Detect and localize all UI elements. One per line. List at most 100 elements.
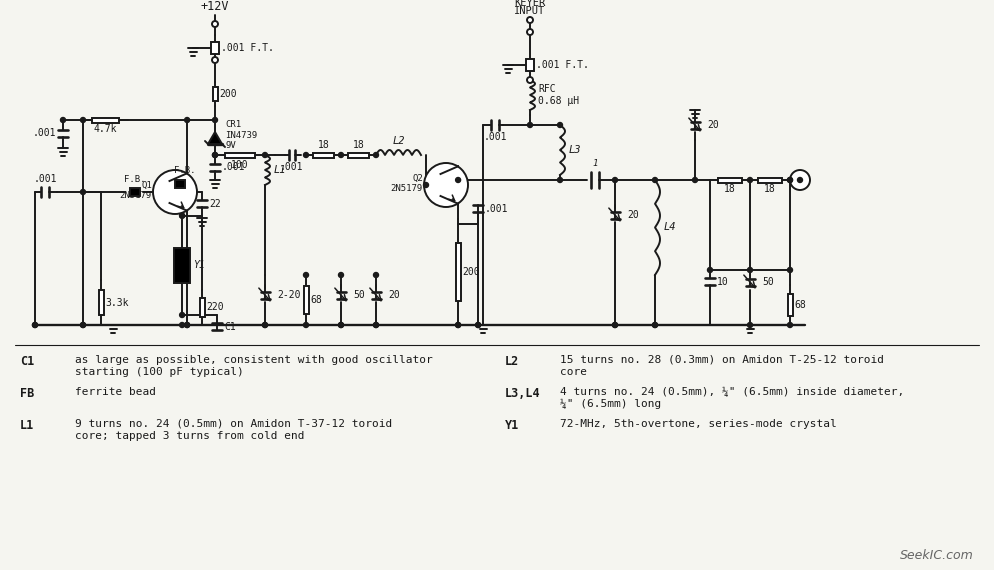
Bar: [303, 286, 308, 314]
Text: F.B.: F.B.: [174, 166, 196, 175]
Circle shape: [528, 123, 533, 128]
Circle shape: [81, 117, 85, 123]
Bar: [718, 177, 742, 182]
Circle shape: [185, 323, 190, 328]
Circle shape: [787, 267, 792, 272]
Bar: [211, 42, 219, 54]
Circle shape: [612, 323, 617, 328]
Circle shape: [339, 323, 344, 328]
Text: 200: 200: [462, 267, 480, 277]
Circle shape: [33, 323, 38, 328]
Bar: [213, 87, 218, 100]
Bar: [787, 294, 792, 316]
Bar: [92, 117, 119, 123]
Circle shape: [612, 323, 617, 328]
Circle shape: [339, 153, 344, 157]
Text: 1: 1: [592, 159, 597, 168]
Circle shape: [747, 267, 752, 272]
Circle shape: [423, 182, 428, 188]
Circle shape: [213, 153, 218, 157]
Circle shape: [81, 323, 85, 328]
Circle shape: [652, 323, 657, 328]
Text: .001: .001: [33, 174, 57, 184]
Circle shape: [527, 77, 533, 83]
Text: 20: 20: [627, 210, 639, 220]
Bar: [313, 153, 334, 157]
Circle shape: [303, 323, 308, 328]
Circle shape: [262, 323, 267, 328]
Circle shape: [455, 323, 460, 328]
Text: 220: 220: [207, 303, 225, 312]
Text: .001: .001: [483, 132, 507, 142]
Circle shape: [185, 117, 190, 123]
Text: Y1: Y1: [193, 260, 205, 270]
Text: C1: C1: [20, 355, 34, 368]
Polygon shape: [208, 132, 222, 144]
Text: L2: L2: [393, 136, 405, 146]
Bar: [200, 298, 205, 317]
Text: as large as possible, consistent with good oscillator
starting (100 pF typical): as large as possible, consistent with go…: [75, 355, 432, 377]
Text: 72-MHz, 5th-overtone, series-mode crystal: 72-MHz, 5th-overtone, series-mode crysta…: [560, 419, 837, 429]
Text: 18: 18: [353, 140, 365, 150]
Circle shape: [527, 17, 533, 23]
Circle shape: [612, 177, 617, 182]
Circle shape: [455, 323, 460, 328]
Circle shape: [180, 312, 185, 317]
Text: .001 F.T.: .001 F.T.: [536, 60, 588, 70]
Text: .001: .001: [485, 203, 509, 214]
Text: Y1: Y1: [505, 419, 519, 432]
Bar: [225, 153, 255, 157]
Text: 200: 200: [220, 89, 238, 99]
Circle shape: [747, 177, 752, 182]
Bar: [455, 243, 460, 301]
Circle shape: [180, 213, 185, 218]
Bar: [526, 59, 534, 71]
Bar: [348, 153, 369, 157]
Circle shape: [339, 323, 344, 328]
Text: F.B.: F.B.: [124, 175, 146, 184]
Text: SeekIC.com: SeekIC.com: [901, 549, 974, 562]
Circle shape: [213, 153, 218, 157]
Text: INPUT: INPUT: [514, 6, 546, 16]
Text: L3: L3: [569, 145, 581, 155]
Bar: [758, 177, 782, 182]
Text: 22: 22: [209, 199, 221, 209]
Text: L1: L1: [274, 165, 286, 175]
Circle shape: [747, 323, 752, 328]
Circle shape: [374, 323, 379, 328]
Circle shape: [374, 272, 379, 278]
Circle shape: [693, 177, 698, 182]
Text: 20: 20: [707, 120, 719, 130]
Circle shape: [212, 57, 218, 63]
Text: L4: L4: [664, 222, 677, 233]
Text: .001 F.T.: .001 F.T.: [221, 43, 274, 53]
Circle shape: [81, 323, 85, 328]
Bar: [130, 188, 140, 196]
Circle shape: [787, 177, 792, 182]
Text: ferrite bead: ferrite bead: [75, 387, 156, 397]
Text: L3,L4: L3,L4: [505, 387, 541, 400]
Circle shape: [262, 323, 267, 328]
Circle shape: [558, 123, 563, 128]
Circle shape: [303, 272, 308, 278]
Circle shape: [455, 177, 460, 182]
Circle shape: [339, 272, 344, 278]
Circle shape: [475, 323, 481, 328]
Text: 18: 18: [318, 140, 329, 150]
Circle shape: [652, 177, 657, 182]
Circle shape: [787, 323, 792, 328]
Text: +12V: +12V: [201, 0, 230, 13]
Text: 68: 68: [310, 295, 322, 305]
Text: .001: .001: [279, 162, 303, 172]
Text: 4.7k: 4.7k: [93, 124, 117, 135]
Text: C1: C1: [224, 322, 236, 332]
Circle shape: [652, 323, 657, 328]
Text: 68: 68: [794, 300, 806, 310]
Circle shape: [424, 163, 468, 207]
Circle shape: [212, 21, 218, 27]
Text: 2-20: 2-20: [277, 290, 300, 300]
Text: 15 turns no. 28 (0.3mm) on Amidon T-25-12 toroid
core: 15 turns no. 28 (0.3mm) on Amidon T-25-1…: [560, 355, 884, 377]
Circle shape: [374, 323, 379, 328]
Circle shape: [33, 323, 38, 328]
Circle shape: [180, 323, 185, 328]
